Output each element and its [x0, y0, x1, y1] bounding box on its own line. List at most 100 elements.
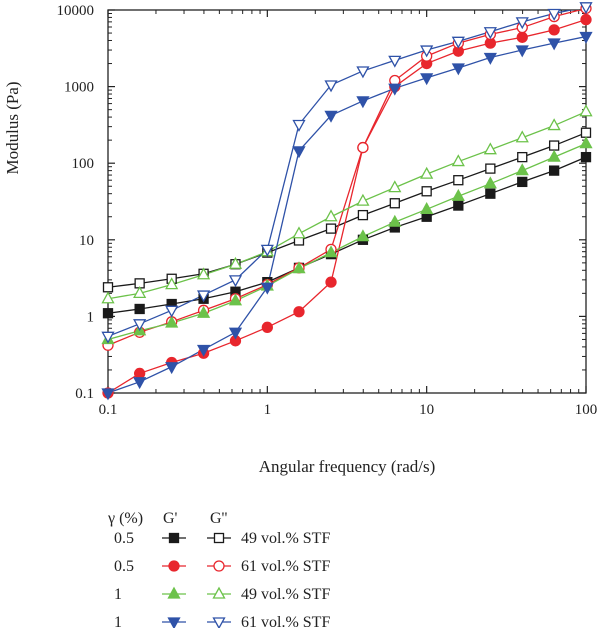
- data-point-series-5: [196, 305, 211, 318]
- legend-header-g-double-prime: G'': [210, 510, 227, 527]
- data-point-series-2: [453, 175, 464, 186]
- data-point-series-6: [515, 130, 529, 143]
- series-layer: [108, 10, 586, 393]
- data-point-series-7: [324, 110, 338, 123]
- data-point-series-8: [515, 17, 529, 30]
- legend-marker-g-double-prime: [212, 586, 226, 599]
- data-point-series-7: [356, 96, 370, 109]
- data-point-series-6: [292, 226, 306, 239]
- data-point-series-6: [196, 267, 211, 280]
- data-point-series-8: [196, 290, 211, 303]
- legend-marker-g-double-prime: [213, 532, 225, 544]
- data-point-series-7: [196, 344, 211, 357]
- data-point-series-2: [357, 209, 369, 221]
- data-point-series-3: [580, 13, 592, 26]
- legend-marker-g-prime: [167, 617, 181, 628]
- data-point-series-3: [293, 306, 305, 318]
- data-point-series-8: [579, 2, 593, 15]
- data-point-series-7: [483, 52, 497, 65]
- legend-marker-g-prime: [168, 560, 180, 572]
- data-point-series-1: [134, 303, 145, 315]
- data-point-series-6: [228, 256, 243, 269]
- x-tick-label: 10: [419, 402, 434, 418]
- legend-gamma-value: 0.5: [114, 530, 134, 547]
- data-point-series-1: [517, 176, 528, 188]
- data-point-series-1: [580, 151, 592, 163]
- data-point-series-7: [228, 327, 243, 340]
- x-axis-ticks: 0.1 1 10 100: [99, 10, 598, 418]
- legend-gamma-value: 1: [114, 586, 122, 603]
- legend-header-g-prime: G': [163, 510, 178, 527]
- y-tick-label: 10000: [57, 3, 95, 19]
- series-line-2: [108, 132, 586, 288]
- x-tick-label: 0.1: [99, 402, 118, 418]
- x-tick-label: 100: [575, 402, 598, 418]
- legend-series-label: 49 vol.% STF: [241, 530, 330, 547]
- data-point-series-8: [356, 66, 370, 79]
- series-line-6: [108, 111, 586, 300]
- data-point-series-8: [420, 45, 434, 58]
- data-point-series-6: [165, 277, 179, 290]
- x-tick-label: 1: [264, 402, 272, 418]
- x-axis-label: Angular frequency (rad/s): [259, 457, 436, 476]
- data-point-series-7: [133, 377, 147, 390]
- data-point-series-7: [165, 362, 179, 375]
- data-point-series-8: [133, 319, 147, 332]
- data-point-series-6: [451, 154, 465, 167]
- data-point-series-5: [515, 163, 529, 176]
- data-point-series-2: [548, 140, 560, 151]
- series-line-8: [108, 10, 575, 337]
- data-point-series-2: [485, 163, 496, 174]
- data-point-series-3: [261, 321, 273, 333]
- data-point-series-5: [324, 245, 338, 258]
- y-tick-label: 100: [72, 156, 95, 172]
- data-point-series-5: [547, 149, 561, 162]
- series-line-7: [108, 35, 586, 393]
- data-point-series-3: [516, 31, 528, 43]
- data-point-series-2: [389, 198, 400, 209]
- data-point-series-7: [579, 31, 593, 44]
- data-point-series-8: [228, 275, 243, 288]
- data-point-series-5: [388, 214, 402, 227]
- data-point-series-6: [356, 193, 370, 206]
- legend-series-label: 61 vol.% STF: [241, 614, 330, 628]
- legend-marker-g-double-prime: [212, 617, 226, 628]
- series-line-4: [108, 10, 583, 346]
- data-point-series-1: [485, 188, 496, 199]
- data-point-series-3: [325, 276, 337, 288]
- plot-frame: [107, 9, 587, 394]
- data-point-series-5: [579, 136, 593, 149]
- series-line-5: [108, 143, 586, 341]
- y-axis-label: Modulus (Pa): [3, 81, 22, 174]
- legend-gamma-value: 0.5: [114, 558, 134, 575]
- data-point-series-7: [101, 388, 115, 401]
- y-tick-label: 1: [87, 309, 95, 325]
- legend: γ (%) G' G'' 0.5 49 vol.% STF 0.5 61 vol.% …: [107, 510, 330, 628]
- legend-header-gamma: γ (%): [107, 510, 143, 527]
- data-point-series-6: [579, 104, 593, 117]
- data-point-series-7: [420, 73, 434, 86]
- data-point-series-5: [165, 315, 179, 328]
- legend-marker-g-double-prime: [213, 560, 225, 572]
- data-point-series-6: [133, 285, 147, 298]
- data-point-series-4: [357, 141, 369, 154]
- data-point-series-5: [483, 176, 497, 189]
- data-point-series-7: [451, 63, 465, 76]
- legend-rows: 0.5 49 vol.% STF 0.5 61 vol.% STF 1 49 vol.% …: [114, 530, 330, 628]
- data-point-series-8: [101, 331, 115, 344]
- legend-series-label: 49 vol.% STF: [241, 586, 330, 603]
- data-point-series-2: [580, 127, 592, 138]
- data-point-series-5: [228, 293, 243, 306]
- data-point-series-3: [548, 24, 560, 36]
- y-axis-ticks: 0.1 1 10 100 1000 10000: [57, 3, 586, 402]
- data-point-series-8: [451, 36, 465, 49]
- data-point-series-7: [547, 38, 561, 51]
- data-point-series-2: [325, 223, 337, 234]
- legend-marker-g-prime: [168, 532, 180, 544]
- data-point-series-6: [547, 118, 561, 131]
- data-point-series-2: [102, 282, 114, 293]
- data-point-series-8: [165, 305, 179, 318]
- legend-marker-g-prime: [167, 586, 181, 599]
- legend-series-label: 61 vol.% STF: [241, 558, 330, 575]
